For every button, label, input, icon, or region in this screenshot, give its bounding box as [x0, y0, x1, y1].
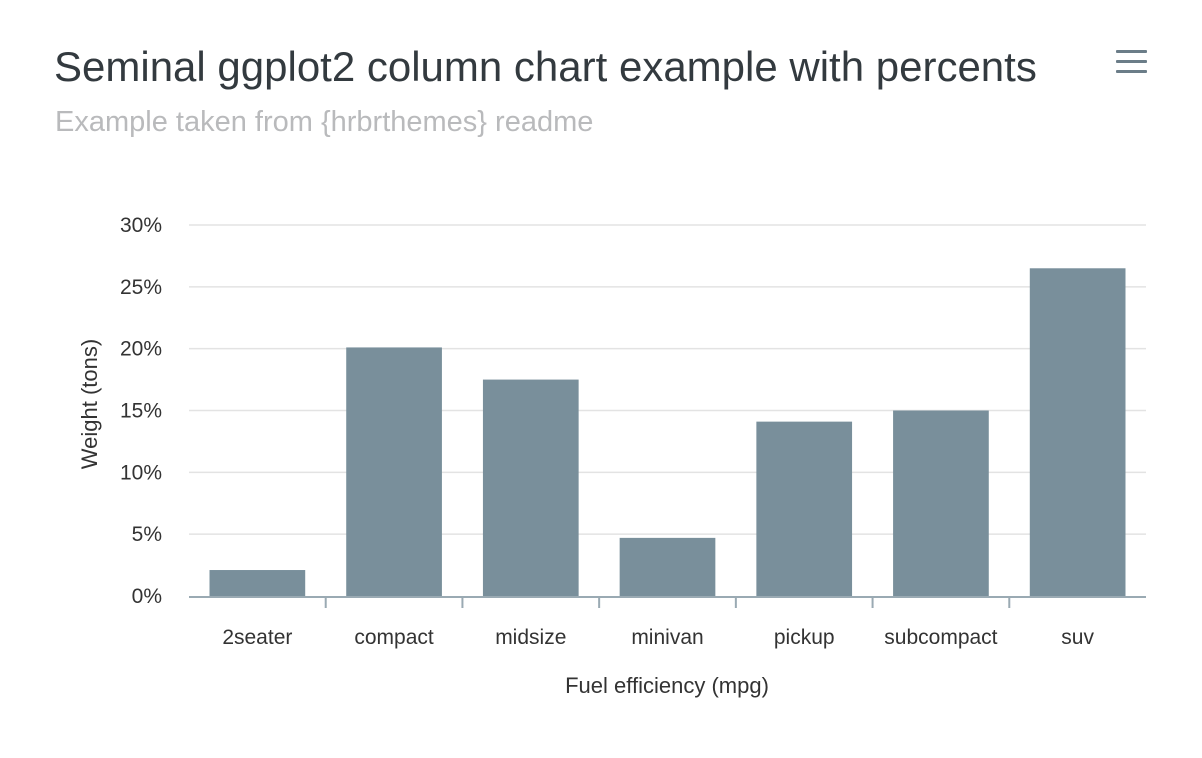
y-tick-label: 20% — [120, 338, 162, 361]
bars — [209, 268, 1126, 597]
y-tick-label: 0% — [132, 585, 162, 608]
chart-title: Seminal ggplot2 column chart example wit… — [54, 43, 1037, 90]
y-axis-tick-labels: 0% 5% 10% 15% 20% 25% 30% — [120, 214, 162, 608]
bar-pickup[interactable] — [756, 421, 853, 596]
bar-subcompact[interactable] — [893, 410, 989, 597]
y-tick-label: 15% — [120, 400, 162, 423]
menu-line-bottom — [1116, 70, 1147, 73]
x-tick-label: subcompact — [884, 626, 997, 649]
chart-subtitle: Example taken from {hrbrthemes} readme — [55, 106, 594, 138]
x-tick-label: pickup — [774, 626, 835, 649]
x-axis-title: Fuel efficiency (mpg) — [565, 673, 769, 698]
bar-compact[interactable] — [346, 347, 442, 596]
bar-2seater[interactable] — [209, 570, 306, 596]
y-tick-label: 5% — [132, 523, 162, 546]
x-tick-label: midsize — [495, 626, 566, 649]
x-axis-tick-labels: 2seater compact midsize minivan pickup subcom… — [222, 626, 1094, 649]
x-tick-label: minivan — [631, 626, 703, 649]
x-tick-label: suv — [1061, 626, 1094, 649]
hamburger-menu-icon[interactable] — [1108, 44, 1154, 84]
menu-line-top — [1116, 50, 1147, 53]
y-tick-label: 25% — [120, 276, 162, 299]
y-axis-title: Weight (tons) — [77, 339, 102, 469]
y-tick-label: 10% — [120, 461, 162, 484]
menu-line-middle — [1116, 60, 1147, 63]
bar-minivan[interactable] — [619, 537, 716, 596]
grid-lines — [189, 224, 1146, 535]
x-tick-label: compact — [354, 626, 434, 649]
x-axis — [189, 596, 1146, 608]
y-tick-label: 30% — [120, 214, 162, 237]
x-tick-label: 2seater — [222, 626, 292, 649]
bar-suv[interactable] — [1029, 268, 1126, 596]
bar-midsize[interactable] — [482, 379, 579, 596]
